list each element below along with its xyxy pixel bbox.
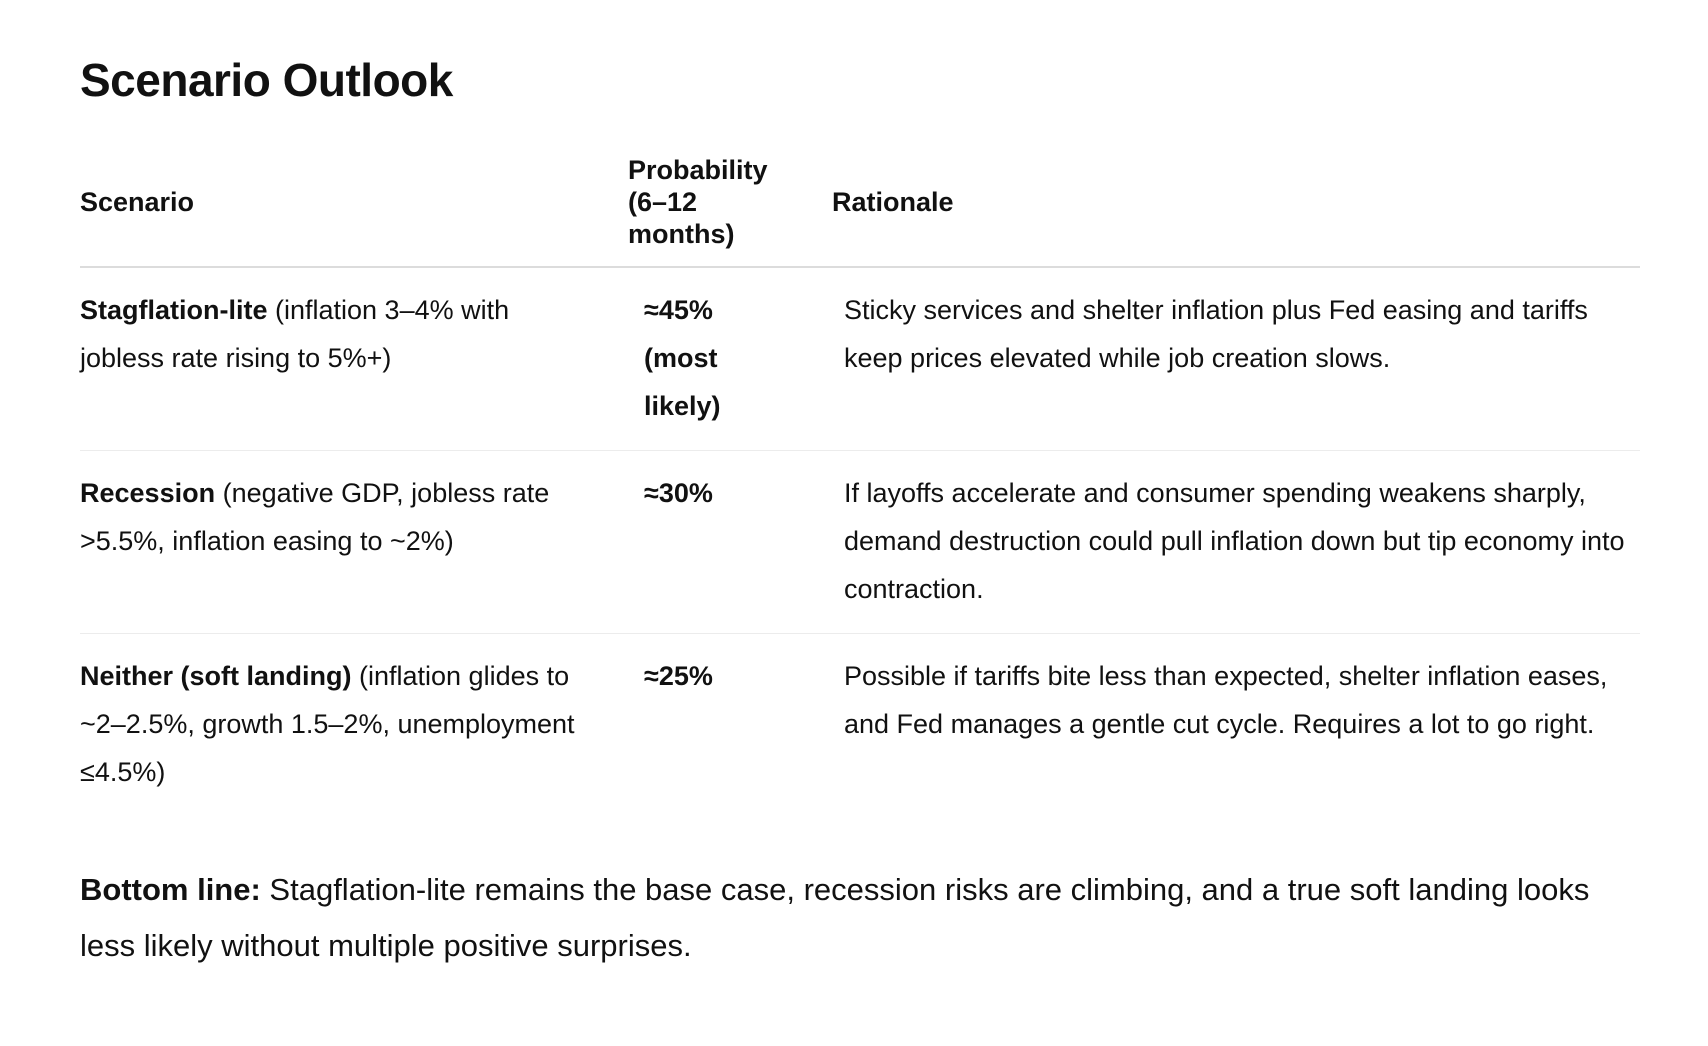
scenario-detail: (inflation glides to ~2–2.5%, growth 1.5… [80,661,575,787]
rationale-cell: If layoffs accelerate and consumer spend… [828,450,1640,634]
scenario-detail: (negative GDP, jobless rate >5.5%, infla… [80,478,550,556]
table-row: Neither (soft landing) (inflation glides… [80,634,1640,817]
header-rationale: Rationale [828,154,1640,268]
scenario-detail: (inflation 3–4% with jobless rate rising… [80,295,510,373]
probability-cell: ≈30% [628,450,828,634]
scenario-name: Recession [80,478,216,508]
rationale-cell: Possible if tariffs bite less than expec… [844,661,1608,739]
probability-value: ≈45% (most likely) [644,295,721,421]
scenario-table: Scenario Probability (6–12 months) Ratio… [80,154,1640,816]
scenario-name: Stagflation-lite [80,295,268,325]
probability-value: ≈25% [644,661,713,691]
header-probability: Probability (6–12 months) [628,154,828,268]
probability-cell: ≈25% [628,634,828,817]
page-title: Scenario Outlook [80,54,453,106]
scenario-cell: Recession (negative GDP, jobless rate >5… [80,450,628,634]
header-scenario: Scenario [80,154,628,268]
scenario-cell: Stagflation-lite (inflation 3–4% with jo… [80,267,628,451]
bottom-line-paragraph: Bottom line: Stagflation-lite remains th… [80,862,1620,974]
probability-value: ≈30% [644,478,713,508]
scenario-name: Neither (soft landing) [80,661,352,691]
bottom-line-text: Stagflation-lite remains the base case, … [80,872,1590,963]
page: Scenario Outlook Scenario Probability (6… [80,50,1640,1005]
probability-cell: ≈45% (most likely) [628,267,828,451]
table-header-row: Scenario Probability (6–12 months) Ratio… [80,154,1640,268]
table-row: Recession (negative GDP, jobless rate >5… [80,450,1640,634]
scenario-cell: Neither (soft landing) (inflation glides… [80,634,628,817]
bottom-line-label: Bottom line: [80,872,261,907]
rationale-cell: Sticky services and shelter inflation pl… [828,267,1640,451]
header-probability-label: Probability (6–12 months) [628,155,768,249]
table-row: Stagflation-lite (inflation 3–4% with jo… [80,267,1640,451]
